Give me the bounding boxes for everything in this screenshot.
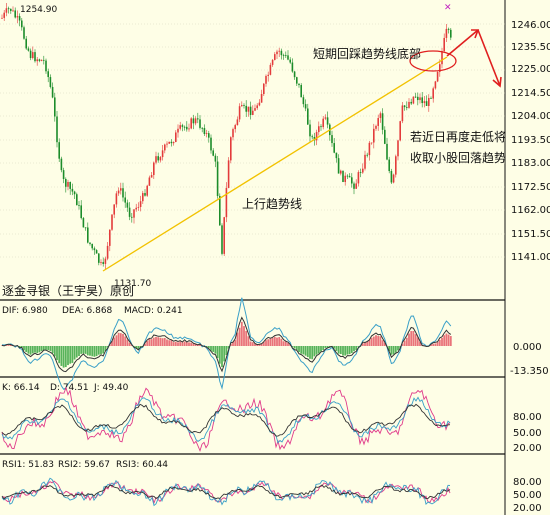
kdj-tick-1: 50.00 xyxy=(513,428,542,439)
rsi-tick-2: 20.00 xyxy=(513,503,542,514)
panel-separators xyxy=(0,0,506,515)
watermark: 逐金寻银（王宇昊）原创 xyxy=(2,283,134,298)
price-panel: ✕ 1254.90 1131.70 上行趋势线 短期回踩趋势线底部 若近日再度走… xyxy=(0,3,550,298)
price-tick-5: 1193.50 xyxy=(511,135,550,146)
macd-legend-dea: DEA: 6.868 xyxy=(62,306,113,316)
macd-dif-line xyxy=(1,297,452,390)
rsi-legend-2: RSI2: 59.67 xyxy=(58,460,110,470)
price-gridlines xyxy=(0,23,505,258)
forecast-annotation-line2: 收取小股回落趋势 xyxy=(410,151,506,165)
rsi-legend-1: RSI1: 51.83 xyxy=(2,460,54,470)
price-tick-0: 1246.00 xyxy=(511,20,550,31)
rsi-legend: RSI1: 51.83 RSI2: 59.67 RSI3: 60.44 xyxy=(2,460,168,470)
price-tick-1: 1235.50 xyxy=(511,42,550,53)
kdj-k-line xyxy=(1,396,451,444)
price-tick-4: 1204.00 xyxy=(511,111,550,122)
rsi-legend-3: RSI3: 60.44 xyxy=(116,460,168,470)
kdj-d-line xyxy=(1,403,451,437)
price-tick-6: 1183.00 xyxy=(511,158,550,169)
kdj-tick-0: 80.00 xyxy=(513,412,542,423)
kdj-legend: K: 66.14 D: 74.51 J: 49.40 xyxy=(2,383,129,393)
pullback-circle xyxy=(409,50,457,72)
low-price-label: 1131.70 xyxy=(114,279,151,289)
kdj-panel: K: 66.14 D: 74.51 J: 49.40 80.00 50.00 2… xyxy=(1,383,542,454)
rsi-tick-1: 50.00 xyxy=(513,490,542,501)
kdj-j-line xyxy=(1,386,451,453)
price-tick-9: 1151.50 xyxy=(511,229,550,240)
macd-tick-0: 0.000 xyxy=(513,342,542,353)
rsi1-line xyxy=(1,477,451,507)
rsi3-line xyxy=(1,480,451,505)
price-tick-8: 1162.00 xyxy=(511,205,550,216)
macd-panel: DIF: 6.980 DEA: 6.868 MACD: 0.241 0.000 … xyxy=(1,297,549,390)
macd-legend-dif: DIF: 6.980 xyxy=(2,306,48,316)
macd-legend: DIF: 6.980 DEA: 6.868 MACD: 0.241 xyxy=(2,306,183,316)
rsi2-line xyxy=(1,484,451,500)
forecast-annotation-line1: 若近日再度走低将 xyxy=(410,129,506,144)
rsi-tick-0: 80.00 xyxy=(513,477,542,488)
price-tick-7: 1172.50 xyxy=(511,182,550,193)
forecast-arrows xyxy=(446,29,502,88)
high-price-label: 1254.90 xyxy=(20,5,57,15)
kdj-legend-j: J: 49.40 xyxy=(93,383,129,393)
uptrend-line xyxy=(102,56,448,272)
macd-histogram xyxy=(1,321,452,368)
kdj-legend-k: K: 66.14 xyxy=(2,383,40,393)
price-y-axis: 1246.00 1235.50 1225.00 1214.50 1204.00 … xyxy=(511,20,550,263)
kdj-tick-2: 20.00 xyxy=(513,443,542,454)
trendline-annotation: 上行趋势线 xyxy=(242,197,302,211)
price-tick-3: 1214.50 xyxy=(511,88,550,99)
macd-legend-macd: MACD: 0.241 xyxy=(124,306,183,316)
pullback-annotation: 短期回踩趋势线底部 xyxy=(313,46,421,61)
rsi-panel: RSI1: 51.83 RSI2: 59.67 RSI3: 60.44 80.0… xyxy=(1,460,542,514)
price-tick-10: 1141.00 xyxy=(511,252,550,263)
macd-tick-1: -13.350 xyxy=(510,366,549,377)
price-candles xyxy=(1,3,452,270)
macd-dea-line xyxy=(1,316,452,373)
price-tick-2: 1225.00 xyxy=(511,64,550,75)
legend-marker: ✕ xyxy=(444,3,452,13)
kdj-legend-d: D: 74.51 xyxy=(50,383,89,393)
